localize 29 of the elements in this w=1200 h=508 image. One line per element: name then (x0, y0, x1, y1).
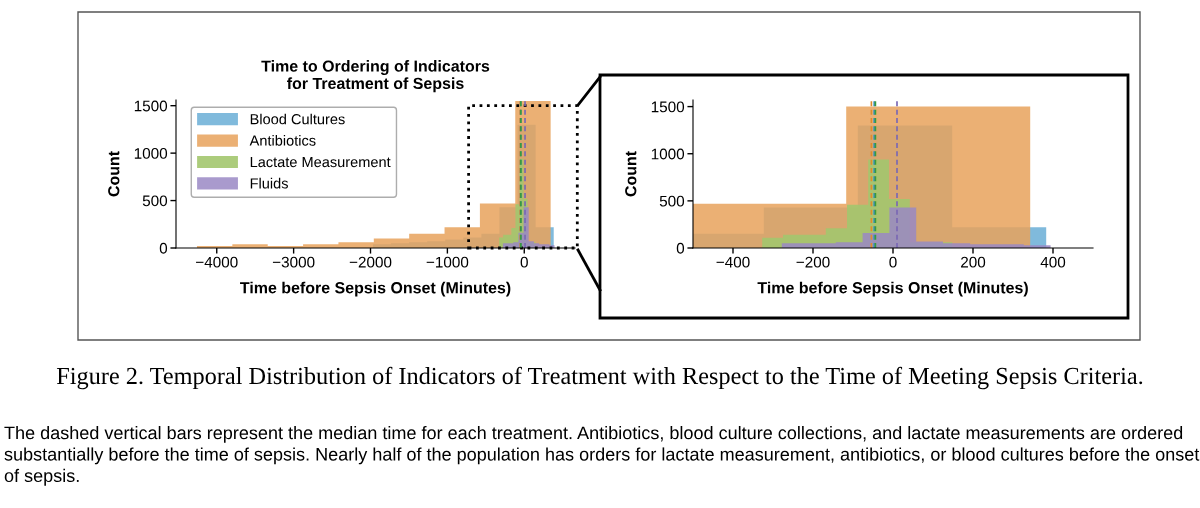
y-tick-label: 0 (159, 242, 168, 254)
y-tick-label: 1500 (134, 100, 168, 112)
y-axis-title: Count (625, 151, 637, 197)
x-axis-title: Time before Sepsis Onset (Minutes) (240, 281, 511, 297)
x-tick-label: 400 (1040, 256, 1066, 268)
caption: Figure 2. Temporal Distribution of Indicators of Treatment with Respect to the Time of Meeting Sepsis Criteria. (56, 366, 1143, 390)
x-tick-label: −4000 (196, 256, 238, 268)
y-axis-title: Count (108, 151, 120, 197)
y-tick-label: 500 (659, 195, 685, 207)
x-tick-label: 200 (961, 256, 986, 268)
x-tick-label: −1000 (426, 256, 469, 268)
x-tick-label: −200 (796, 256, 830, 268)
x-tick-label: 0 (889, 256, 897, 268)
y-tick-label: 1000 (651, 148, 685, 160)
x-tick-label: −400 (716, 256, 750, 268)
y-tick-label: 1000 (134, 148, 168, 159)
x-axis-title: Time before Sepsis Onset (Minutes) (757, 281, 1028, 297)
legend-label: Lactate Measurement (250, 156, 391, 168)
x-tick-label: −2000 (349, 256, 392, 268)
x-tick-label: 0 (520, 256, 528, 268)
y-tick-label: 1500 (651, 101, 685, 113)
chart-title: Time to Ordering of Indicators for Treatment of Sepsis (261, 60, 490, 93)
y-tick-label: 0 (676, 242, 685, 254)
text: The dashed vertical bars represent the median time for each treatment. Antibiotics, blood culture collections, and lactate measurements are ordered substantially before the time of sepsis. Nearly half of the population has orders for lactate measurement, antibiotics, or blood cultures before the onset of sepsis. (4, 426, 1200, 486)
x-tick-label: −3000 (272, 256, 315, 268)
legend-label: Blood Cultures (250, 113, 345, 125)
y-tick-label: 500 (142, 195, 168, 207)
legend-label: Fluids (250, 177, 288, 189)
legend-label: Antibiotics (249, 135, 316, 146)
